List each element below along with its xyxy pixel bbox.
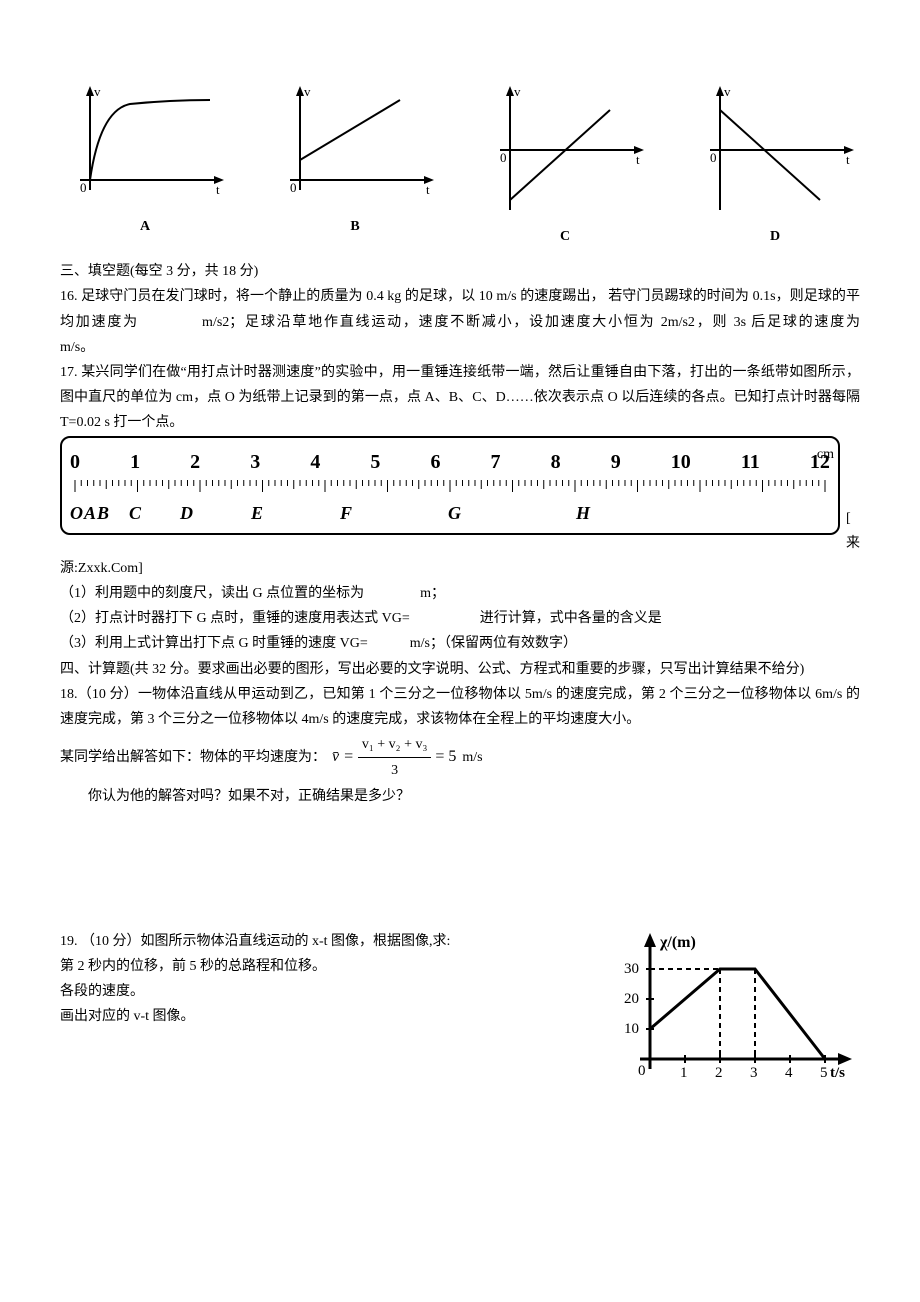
q18-answer-prefix: 某同学给出解答如下：物体的平均速度为： [60, 745, 326, 770]
ruler-row: cm 0 1 2 3 4 5 6 7 8 9 10 11 12 OAB C D … [60, 436, 860, 556]
ruler-num: 5 [370, 444, 380, 480]
q18-followup: 你认为他的解答对吗？如果不对，正确结果是多少？ [60, 784, 860, 809]
q19-xlabel: t/s [830, 1065, 845, 1081]
ruler-num: 4 [310, 444, 320, 480]
axis-v-label: v [304, 84, 311, 99]
q19-graph: χ/(m) 10 20 30 0 1 2 3 4 5 t/s [600, 929, 860, 1108]
graph-a-svg: v t 0 [60, 80, 230, 210]
q19-ytick: 30 [624, 961, 639, 977]
q17-p2: （2）打点计时器打下 G 点时，重锤的速度用表达式 VG= 进行计算，式中各量的… [60, 606, 860, 631]
axis-t-label: t [636, 152, 640, 167]
q19-text: 19. （10 分）如图所示物体沿直线运动的 x-t 图像，根据图像,求: 第 … [60, 929, 600, 1030]
q19-line2: 第 2 秒内的位移，前 5 秒的总路程和位移。 [60, 954, 590, 979]
q19-line3: 各段的速度。 [60, 979, 590, 1004]
q19-line1: 19. （10 分）如图所示物体沿直线运动的 x-t 图像，根据图像,求: [60, 929, 590, 954]
q18-answer-line: 某同学给出解答如下：物体的平均速度为： v̄ = v₁ + v₂ + v₃ 3 … [60, 732, 860, 783]
axis-origin: 0 [710, 150, 717, 165]
ruler-num: 6 [430, 444, 440, 480]
q19-xtick: 3 [750, 1065, 758, 1081]
axis-t-label: t [846, 152, 850, 167]
ruler-num: 7 [491, 444, 501, 480]
formula-eq: = 5 [435, 743, 456, 772]
ruler-num: 10 [671, 444, 691, 480]
graph-b: v t 0 B [270, 80, 440, 239]
ruler-ticks [70, 480, 830, 495]
graph-d-svg: v t 0 [690, 80, 860, 220]
ruler-source: 源:Zxxk.Com] [60, 556, 860, 581]
section4-heading: 四、计算题(共 32 分。要求画出必要的图形，写出必要的文字说明、公式、方程式和… [60, 657, 860, 682]
q19-ytick: 20 [624, 991, 639, 1007]
axis-t-label: t [426, 182, 430, 197]
formula-denominator: 3 [387, 758, 402, 783]
q19-xtick: 5 [820, 1065, 828, 1081]
ruler-num: 1 [130, 444, 140, 480]
ruler-numbers: 0 1 2 3 4 5 6 7 8 9 10 11 12 [70, 444, 830, 480]
ruler-num: 9 [611, 444, 621, 480]
q16-text: 16. 足球守门员在发门球时，将一个静止的质量为 0.4 kg 的足球，以 10… [60, 284, 860, 360]
graph-c-label: C [560, 224, 570, 249]
graph-d-label: D [770, 224, 780, 249]
q19-row: 19. （10 分）如图所示物体沿直线运动的 x-t 图像，根据图像,求: 第 … [60, 929, 860, 1108]
axis-v-label: v [514, 84, 521, 99]
q19-line4: 画出对应的 v-t 图像。 [60, 1004, 590, 1029]
formula-numerator: v₁ + v₂ + v₃ [358, 732, 431, 758]
q18-text: 18.（10 分）一物体沿直线从甲运动到乙，已知第 1 个三分之一位移物体以 5… [60, 682, 860, 732]
q18-answer-suffix: m/s [462, 745, 482, 770]
axis-v-label: v [724, 84, 731, 99]
ruler-num: 11 [741, 444, 760, 480]
ruler-num: 2 [190, 444, 200, 480]
ruler: cm 0 1 2 3 4 5 6 7 8 9 10 11 12 OAB C D … [60, 436, 840, 535]
graph-a-label: A [140, 214, 150, 239]
q19-ylabel: χ/(m) [659, 934, 696, 951]
q18-formula: v̄ = v₁ + v₂ + v₃ 3 = 5 [332, 732, 456, 783]
graph-c: v t 0 C [480, 80, 650, 249]
q17-p3: （3）利用上式计算出打下点 G 时重锤的速度 VG= m/s；（保留两位有效数字… [60, 631, 860, 656]
q19-origin: 0 [638, 1063, 646, 1079]
graph-d: v t 0 D [690, 80, 860, 249]
axis-v-label: v [94, 84, 101, 99]
section3-heading: 三、填空题(每空 3 分，共 18 分) [60, 259, 860, 284]
q19-xt-svg: χ/(m) 10 20 30 0 1 2 3 4 5 t/s [600, 929, 860, 1099]
ruler-tail: [ 来 [840, 436, 879, 556]
q19-ytick: 10 [624, 1021, 639, 1037]
graph-c-svg: v t 0 [480, 80, 650, 220]
q19-xtick: 2 [715, 1065, 723, 1081]
q17-p1: （1）利用题中的刻度尺，读出 G 点位置的坐标为 m； [60, 581, 860, 606]
axis-origin: 0 [500, 150, 507, 165]
formula-fraction: v₁ + v₂ + v₃ 3 [358, 732, 431, 783]
formula-lhs: v̄ = [332, 743, 354, 772]
ruler-points: OAB C D E F G H [70, 497, 830, 529]
ruler-num: 3 [250, 444, 260, 480]
q19-xtick: 1 [680, 1065, 688, 1081]
axis-t-label: t [216, 182, 220, 197]
q17-intro: 17. 某兴同学们在做“用打点计时器测速度”的实验中，用一重锤连接纸带一端，然后… [60, 360, 860, 436]
ruler-num: 0 [70, 444, 80, 480]
axis-origin: 0 [290, 180, 297, 195]
q19-xtick: 4 [785, 1065, 793, 1081]
axis-origin: 0 [80, 180, 87, 195]
graph-b-label: B [350, 214, 359, 239]
graph-a: v t 0 A [60, 80, 230, 239]
ruler-num: 8 [551, 444, 561, 480]
graph-b-svg: v t 0 [270, 80, 440, 210]
vt-graphs-row: v t 0 A v t 0 B v t 0 C [60, 80, 860, 249]
ruler-unit: cm [817, 442, 834, 467]
